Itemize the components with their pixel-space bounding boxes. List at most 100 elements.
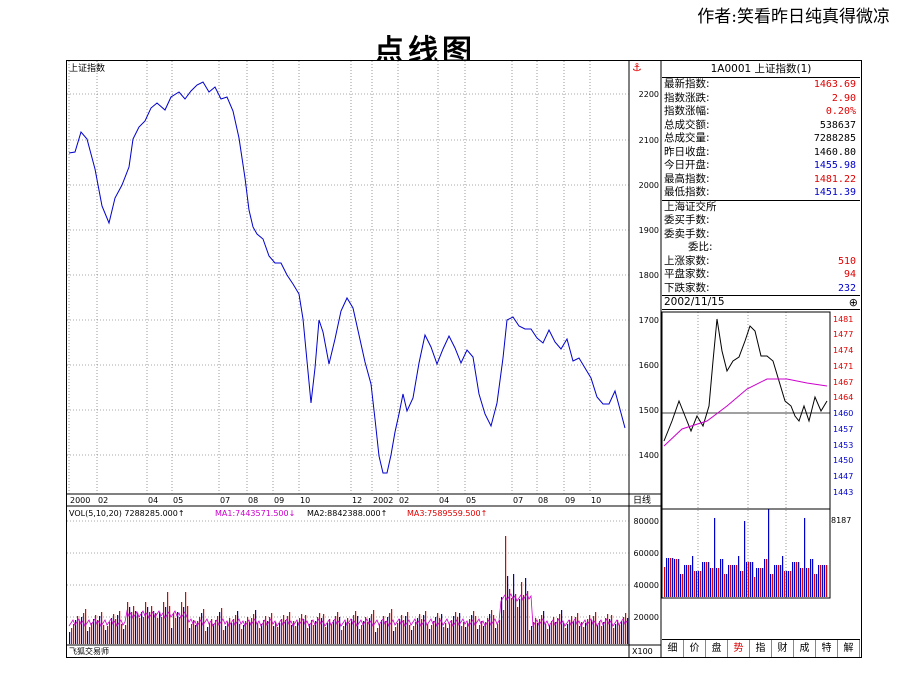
software-name: 飞狐交易师 xyxy=(69,646,109,656)
vol-bar xyxy=(233,619,235,644)
vol-bar xyxy=(445,623,447,644)
vol-bar xyxy=(211,619,213,644)
vol-bar xyxy=(131,612,133,644)
vol-bar xyxy=(419,614,421,644)
vol-bar xyxy=(465,627,467,644)
intraday-vol-bar xyxy=(744,521,746,597)
x-tick-label: 2002 xyxy=(373,496,393,505)
vol-bar xyxy=(625,613,627,644)
vol-bar xyxy=(261,624,263,644)
vol-bar xyxy=(537,623,539,644)
intraday-vol-bar xyxy=(824,565,826,597)
anchor-icon[interactable]: ⚓ xyxy=(632,61,642,74)
intraday-y-tick: 1453 xyxy=(833,441,853,450)
vol-bar xyxy=(113,614,115,644)
vol-bar xyxy=(423,615,425,644)
intraday-y-tick: 1457 xyxy=(833,425,853,434)
vol-bar xyxy=(75,620,77,644)
vol-bar xyxy=(305,615,307,644)
vol-bar xyxy=(407,612,409,644)
period-label[interactable]: 日线 xyxy=(633,494,651,506)
vol-bar xyxy=(591,620,593,644)
vol-bar xyxy=(545,624,547,644)
tab-2[interactable]: 盘 xyxy=(706,640,728,657)
breadth-value: 94 xyxy=(843,269,856,280)
intraday-vol-bar xyxy=(670,558,672,597)
quote-value: 1460.80 xyxy=(813,146,856,158)
quote-value: 2.90 xyxy=(831,92,856,104)
intraday-vol-bar xyxy=(668,558,670,597)
vol-y-tick: 60000 xyxy=(634,549,659,558)
intraday-vol-label: 8187 xyxy=(831,516,851,525)
vol-ma1-legend: MA1:7443571.500↓ xyxy=(215,509,295,518)
vol-bar xyxy=(101,612,103,644)
intraday-vol-bar xyxy=(724,574,726,597)
vol-bar xyxy=(503,610,505,644)
vol-bar xyxy=(413,626,415,644)
intraday-vol-bar xyxy=(786,571,788,597)
breadth-label: 平盘家数: xyxy=(664,268,710,280)
vol-bar xyxy=(607,614,609,644)
vol-bar xyxy=(515,594,517,644)
vol-bar xyxy=(441,614,443,644)
vol-bar xyxy=(453,616,455,644)
vol-bar xyxy=(575,617,577,644)
intraday-vol-bar xyxy=(664,567,666,597)
vol-bar xyxy=(341,630,343,644)
vol-bar xyxy=(489,614,491,644)
intraday-vol-bar xyxy=(804,518,806,597)
vol-bar xyxy=(321,618,323,644)
vol-bar xyxy=(543,611,545,644)
vol-bar xyxy=(375,632,377,644)
vol-bar xyxy=(427,624,429,644)
vol-bar xyxy=(473,611,475,644)
bid-row: 委买手数: xyxy=(662,214,860,228)
vol-ma2-legend: MA2:8842388.000↑ xyxy=(307,509,387,518)
vol-bar xyxy=(565,628,567,644)
quote-label: 指数涨幅: xyxy=(664,105,710,117)
vol-bar xyxy=(335,616,337,644)
intraday-vol-bar xyxy=(798,562,800,597)
tab-6[interactable]: 成 xyxy=(794,640,816,657)
vol-bar xyxy=(571,616,573,644)
tab-5[interactable]: 财 xyxy=(772,640,794,657)
vol-bar xyxy=(205,631,207,644)
vol-bar xyxy=(437,613,439,644)
vol-bar xyxy=(509,589,511,644)
vol-bar xyxy=(319,613,321,644)
vol-bar xyxy=(521,582,523,644)
intraday-vol-bar xyxy=(754,577,756,597)
x-tick-label: 10 xyxy=(300,496,310,505)
intraday-vol-bar xyxy=(748,562,750,597)
intraday-vol-bar xyxy=(716,568,718,597)
vol-bar xyxy=(231,623,233,644)
x-tick-label: 08 xyxy=(538,496,548,505)
vol-bar xyxy=(229,618,231,644)
vol-bar xyxy=(175,618,177,644)
tab-7[interactable]: 特 xyxy=(816,640,838,657)
breadth-row: 上涨家数: 510 xyxy=(662,255,860,269)
chart-area[interactable]: 2200 2100 2000 1900 1800 1700 1600 1500 1400 2000… xyxy=(67,61,861,657)
vol-bar xyxy=(451,620,453,644)
tab-1[interactable]: 价 xyxy=(684,640,706,657)
vol-bar xyxy=(151,606,153,644)
tab-8[interactable]: 解 xyxy=(838,640,860,657)
y-tick-label: 2000 xyxy=(639,181,659,190)
vol-bar xyxy=(127,602,129,644)
intraday-vol-bar xyxy=(706,562,708,597)
vol-bar xyxy=(567,624,569,644)
vol-bar xyxy=(119,611,121,644)
bid-label: 委卖手数: xyxy=(664,227,710,240)
index-name-label: 上证指数 xyxy=(69,62,105,74)
vol-bar xyxy=(277,627,279,644)
crosshair-icon[interactable]: ⊕ xyxy=(848,296,858,309)
intraday-vol-bar xyxy=(764,559,766,597)
intraday-vol-bar xyxy=(742,571,744,597)
vol-bar xyxy=(563,623,565,644)
intraday-vol-bar xyxy=(756,568,758,597)
vol-bar xyxy=(213,624,215,644)
tab-3[interactable]: 势 xyxy=(728,640,750,657)
tab-4[interactable]: 指 xyxy=(750,640,772,657)
tab-0[interactable]: 细 xyxy=(662,640,684,657)
y-tick-label: 1400 xyxy=(639,451,659,460)
